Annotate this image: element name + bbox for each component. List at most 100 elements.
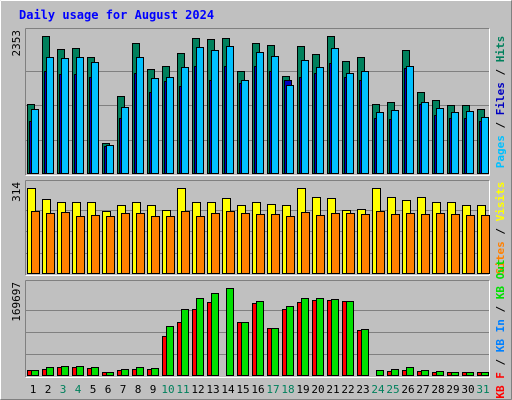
bar-kbytes-kb-out: [466, 372, 474, 376]
bar-visits-sites: [136, 213, 145, 274]
day-label: 8: [135, 383, 142, 396]
bar-kbytes-kb-out: [376, 370, 384, 376]
bar-kbytes-kb-out: [421, 370, 429, 376]
bar-kbytes-kb-out: [406, 367, 414, 376]
bar-visits-sites: [61, 212, 70, 274]
bar-kbytes-kb-out: [241, 322, 249, 376]
bar-hits-pages: [46, 57, 54, 174]
bar-kbytes-kb-out: [196, 298, 204, 376]
legend-entry: Files: [494, 82, 507, 115]
bar-kbytes-kb-out: [256, 301, 264, 376]
day-label: 18: [281, 383, 294, 396]
day-label: 3: [60, 383, 67, 396]
bar-kbytes-kb-out: [151, 368, 159, 376]
bar-visits-sites: [391, 214, 400, 274]
day-labels: 1 2 3 4 5 6 7 8 9 10 11 12 13 14 15 16 17 18 19 20 21 22 23 24 2…: [30, 383, 490, 396]
bar-visits-sites: [286, 216, 295, 274]
bar-visits-sites: [481, 215, 490, 274]
day-label: 26: [401, 383, 414, 396]
day-label: 10: [161, 383, 174, 396]
legend-entry: KB In: [494, 319, 507, 352]
legend-entry: KB Out: [494, 259, 507, 299]
bar-hits-pages: [466, 111, 474, 174]
bar-visits-sites: [31, 211, 40, 274]
bar-hits-pages: [331, 48, 339, 174]
series-legend: Sites / Visits: [494, 182, 507, 275]
bar-kbytes-kb-out: [391, 369, 399, 376]
bar-hits-pages: [406, 66, 414, 174]
bar-hits-pages: [361, 71, 369, 174]
chart-title: Daily usage for August 2024: [19, 8, 214, 22]
series-legend: KB F / KB In / KB Out: [494, 259, 507, 398]
bar-visits-sites: [346, 213, 355, 274]
day-label: 27: [416, 383, 429, 396]
day-label: 5: [90, 383, 97, 396]
bar-kbytes-kb-out: [361, 329, 369, 376]
bar-hits-pages: [391, 110, 399, 174]
bar-kbytes-kb-out: [76, 366, 84, 376]
bar-kbytes-kb-out: [61, 366, 69, 376]
bar-visits-sites: [271, 214, 280, 274]
day-label: 13: [206, 383, 219, 396]
bar-visits-sites: [121, 213, 130, 274]
bar-visits-sites: [451, 214, 460, 274]
bar-hits-pages: [31, 109, 39, 174]
day-label: 23: [356, 383, 369, 396]
day-label: 30: [461, 383, 474, 396]
series-legend: Pages / Files / Hits: [494, 36, 507, 169]
bar-hits-pages: [196, 47, 204, 174]
bar-visits-sites: [211, 213, 220, 274]
bar-kbytes-kb-out: [481, 372, 489, 376]
bar-hits-pages: [286, 85, 294, 174]
bar-visits-sites: [241, 213, 250, 274]
bar-visits-sites: [331, 213, 340, 274]
day-label: 19: [296, 383, 309, 396]
panel-kbytes: 169697 KB F / KB In / KB Out: [10, 259, 507, 398]
bar-kbytes-kb-out: [211, 293, 219, 376]
bar-visits-sites: [76, 216, 85, 274]
legend-entry: /: [494, 221, 507, 241]
bar-visits-sites: [316, 215, 325, 274]
y-axis-max-label: 169697: [10, 282, 23, 322]
bar-visits-sites: [166, 216, 175, 274]
bar-kbytes-kb-out: [226, 288, 234, 376]
bar-visits-sites: [226, 211, 235, 274]
panel-visits: 314 Sites / Visits: [10, 180, 507, 276]
bar-kbytes-kb-out: [331, 299, 339, 376]
bar-kbytes-kb-out: [316, 298, 324, 376]
bar-hits-pages: [421, 102, 429, 174]
bar-visits-sites: [46, 213, 55, 274]
bar-visits-sites: [361, 214, 370, 274]
day-label: 25: [386, 383, 399, 396]
bar-kbytes-kb-out: [436, 371, 444, 376]
bar-kbytes-kb-out: [106, 372, 114, 376]
bar-hits-pages: [481, 117, 489, 174]
legend-entry: Pages: [494, 135, 507, 168]
day-label: 24: [371, 383, 385, 396]
day-label: 16: [251, 383, 264, 396]
bar-hits-pages: [436, 108, 444, 174]
bar-hits-pages: [301, 60, 309, 174]
day-label: 6: [105, 383, 112, 396]
panels: 23 5 3 Pages / Files / Hits 314 Sites / Visit…: [10, 28, 507, 399]
bar-kbytes-kb-out: [121, 369, 129, 376]
bar-kbytes-kb-out: [346, 301, 354, 376]
bar-hits-pages: [181, 67, 189, 174]
y-axis-max-label: 314: [10, 182, 23, 202]
bar-kbytes-kb-out: [181, 309, 189, 376]
bar-visits-sites: [256, 214, 265, 274]
legend-entry: /: [494, 115, 507, 135]
bar-visits-sites: [436, 213, 445, 274]
day-label: 29: [446, 383, 459, 396]
bar-visits-sites: [91, 215, 100, 274]
day-label: 28: [431, 383, 444, 396]
bar-kbytes-kb-out: [271, 328, 279, 376]
day-label: 9: [150, 383, 157, 396]
bar-hits-pages: [91, 62, 99, 174]
legend-entry: /: [494, 299, 507, 319]
day-label: 7: [120, 383, 127, 396]
day-label: 11: [176, 383, 189, 396]
bar-kbytes-kb-out: [91, 367, 99, 376]
day-label: 1: [30, 383, 37, 396]
